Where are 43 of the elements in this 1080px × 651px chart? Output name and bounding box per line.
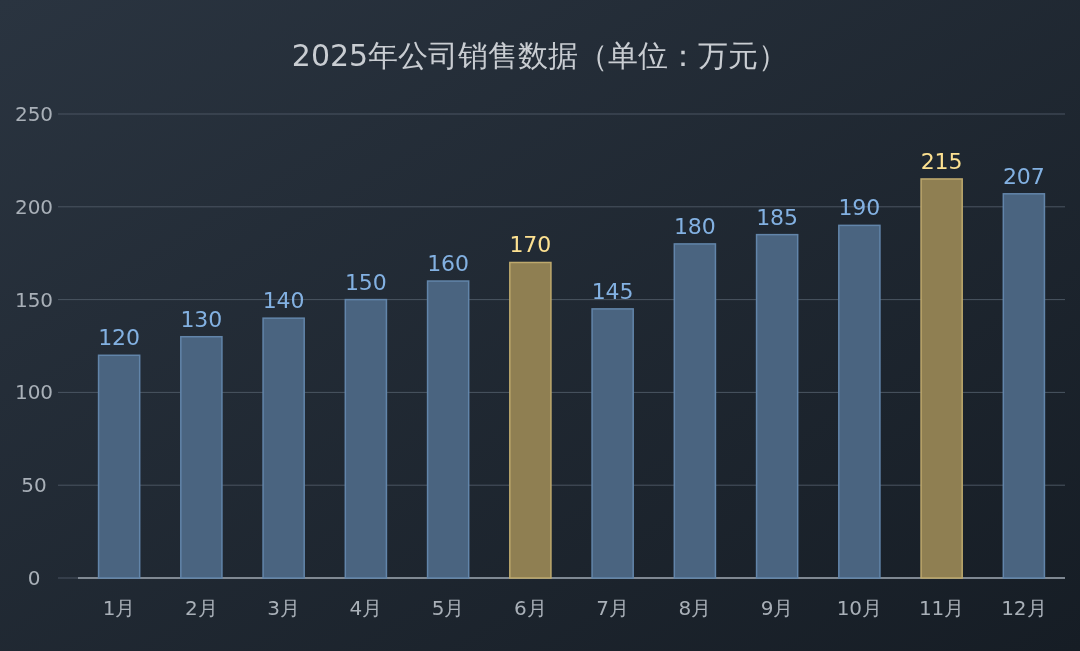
x-tick-label: 8月 bbox=[678, 596, 712, 620]
y-tick-label: 150 bbox=[14, 287, 54, 312]
chart-title: 2025年公司销售数据（单位：万元） bbox=[291, 38, 789, 73]
x-tick-label: 9月 bbox=[760, 596, 794, 620]
data-label: 190 bbox=[838, 195, 881, 221]
bar bbox=[426, 280, 470, 579]
bar bbox=[1002, 193, 1046, 579]
bar bbox=[509, 261, 552, 579]
bar bbox=[673, 243, 717, 579]
data-label: 160 bbox=[427, 251, 470, 277]
data-label: 120 bbox=[98, 325, 141, 351]
x-tick-label: 4月 bbox=[349, 596, 383, 620]
bar bbox=[838, 224, 881, 579]
bar bbox=[591, 308, 634, 579]
bar bbox=[262, 317, 305, 579]
x-tick-label: 6月 bbox=[514, 596, 547, 620]
data-label: 150 bbox=[344, 269, 387, 295]
data-label: 207 bbox=[1002, 163, 1045, 189]
x-tick-label: 3月 bbox=[267, 596, 300, 620]
y-tick-label: 250 bbox=[14, 102, 54, 126]
data-label: 130 bbox=[180, 306, 223, 332]
data-label: 140 bbox=[262, 288, 305, 314]
x-tick-label: 2月 bbox=[185, 596, 218, 620]
x-tick-label: 5月 bbox=[431, 596, 465, 620]
x-tick-label: 1月 bbox=[102, 596, 136, 620]
data-label: 170 bbox=[509, 232, 552, 258]
y-tick-label: 100 bbox=[14, 380, 54, 405]
x-tick-label: 7月 bbox=[596, 596, 629, 620]
bar bbox=[920, 178, 963, 579]
data-label: 185 bbox=[756, 204, 799, 230]
bar bbox=[180, 335, 223, 579]
x-tick-label: 11月 bbox=[918, 596, 965, 620]
x-tick-label: 10月 bbox=[836, 596, 883, 620]
bar bbox=[344, 298, 388, 579]
data-label: 145 bbox=[591, 278, 634, 304]
x-tick-label: 12月 bbox=[1001, 596, 1047, 620]
data-label: 215 bbox=[920, 148, 963, 174]
bar bbox=[755, 233, 799, 579]
y-tick-label: 0 bbox=[27, 566, 41, 590]
bar bbox=[97, 354, 141, 579]
y-tick-label: 50 bbox=[21, 473, 47, 498]
y-tick-label: 200 bbox=[14, 194, 54, 219]
data-label: 180 bbox=[673, 213, 716, 239]
